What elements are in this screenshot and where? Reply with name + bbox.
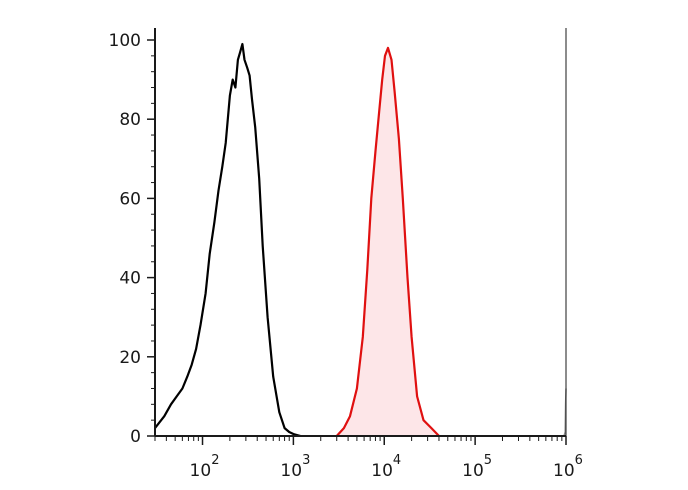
x-tick-label: 104 [371, 453, 401, 481]
x-tick-label: 102 [190, 453, 220, 481]
series-1-fill [336, 47, 439, 437]
y-tick-label: 20 [119, 348, 141, 368]
frame-layer [154, 28, 567, 437]
x-tick-label: 106 [553, 453, 583, 481]
x-tick-label: 105 [462, 453, 492, 481]
series-1-line [335, 46, 440, 437]
y-tick-label: 80 [119, 110, 141, 130]
y-ticks: 0 20 40 60 80 100 [109, 31, 155, 447]
y-tick-label: 100 [109, 31, 141, 51]
y-tick-label: 60 [119, 189, 141, 209]
series-0-line [154, 42, 301, 438]
series-layer [154, 42, 567, 438]
y-tick-label: 40 [119, 269, 141, 289]
x-ticks: 102 103 104 105 106 [154, 436, 583, 481]
y-tick-label: 0 [130, 427, 141, 447]
x-tick-label: 103 [280, 453, 310, 481]
